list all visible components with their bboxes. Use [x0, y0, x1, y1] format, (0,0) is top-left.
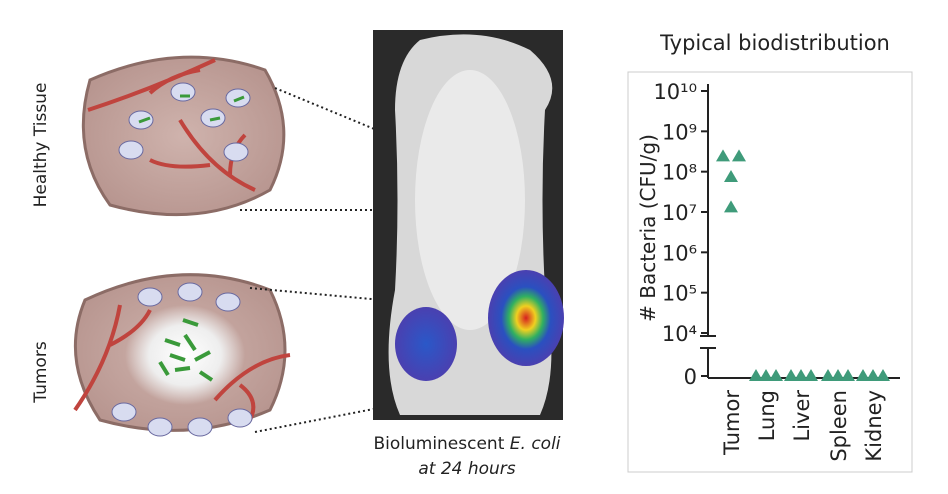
- data-point: [876, 369, 890, 381]
- data-point: [784, 369, 798, 381]
- data-point: [866, 369, 880, 381]
- data-point: [724, 169, 738, 182]
- tumor-illustration: [73, 273, 291, 437]
- data-point: [759, 369, 773, 381]
- data-point: [794, 369, 808, 381]
- data-point: [856, 369, 870, 381]
- y-tick-label: 0: [684, 365, 697, 389]
- caption: Bioluminescent E. coli: [373, 434, 560, 454]
- panel-label: Tumors: [31, 341, 51, 404]
- data-point: [821, 369, 835, 381]
- caption-text: Bioluminescent: [373, 434, 509, 454]
- chart-frame: [627, 71, 913, 473]
- y-tick-label: 10⁴: [662, 322, 697, 346]
- y-tick-label: 10⁸: [662, 161, 697, 185]
- y-tick-label: 10⁶: [662, 241, 697, 265]
- mouse-image: [373, 30, 564, 420]
- axes: [700, 84, 900, 379]
- y-tick-label: 10¹⁰: [653, 80, 697, 104]
- healthy-tissue-illustration: [81, 55, 286, 217]
- data-point: [804, 369, 818, 381]
- x-tick-label: Kidney: [862, 390, 886, 462]
- x-tick-label: Tumor: [720, 390, 744, 456]
- data-point: [716, 149, 730, 162]
- caption: at 24 hours: [418, 459, 515, 479]
- x-tick-label: Spleen: [827, 390, 851, 462]
- data-point: [732, 149, 746, 162]
- data-point: [724, 200, 738, 213]
- data-point: [841, 369, 855, 381]
- x-tick-label: Liver: [790, 390, 814, 442]
- data-point: [769, 369, 783, 381]
- data-point: [831, 369, 845, 381]
- panel-label: Healthy Tissue: [31, 83, 51, 208]
- y-axis-label: # Bacteria (CFU/g): [636, 134, 660, 322]
- y-tick-label: 10⁵: [662, 282, 697, 306]
- chart-title: Typical biodistribution: [659, 31, 890, 55]
- y-tick-label: 10⁷: [662, 201, 697, 225]
- x-tick-label: Lung: [755, 390, 779, 441]
- data-point: [749, 369, 763, 381]
- y-tick-label: 10⁹: [662, 120, 697, 144]
- caption-italic: E. coli: [510, 434, 561, 454]
